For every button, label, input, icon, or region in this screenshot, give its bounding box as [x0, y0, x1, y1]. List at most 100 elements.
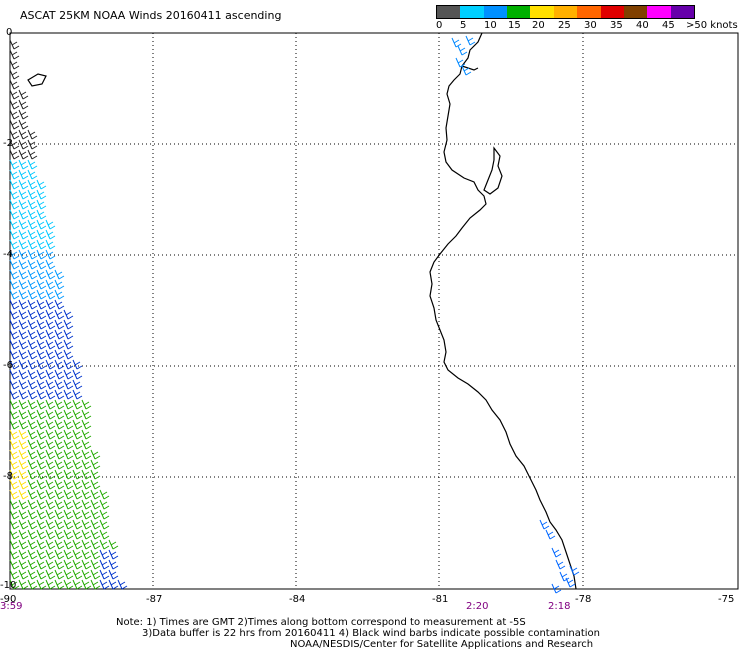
wind-barb — [18, 459, 29, 470]
wind-barb — [9, 239, 20, 250]
wind-barb — [18, 569, 29, 580]
legend-swatch — [577, 6, 601, 18]
wind-barb — [9, 439, 20, 450]
wind-barb — [36, 489, 47, 500]
wind-barb — [27, 529, 38, 540]
wind-barb — [18, 269, 29, 280]
wind-barb — [27, 239, 38, 250]
wind-barb — [72, 509, 83, 520]
wind-barb — [72, 579, 83, 590]
wind-barb — [18, 209, 29, 220]
wind-barb — [551, 547, 562, 558]
wind-barb — [36, 559, 47, 570]
wind-barb — [18, 389, 29, 400]
wind-barb — [54, 419, 65, 430]
wind-barb — [36, 319, 47, 330]
wind-barb — [81, 499, 92, 510]
wind-barb — [54, 469, 65, 480]
wind-barb — [45, 259, 56, 270]
wind-barb — [81, 469, 92, 480]
wind-barb — [9, 409, 20, 420]
wind-barb — [90, 559, 101, 570]
wind-barb — [45, 519, 56, 530]
wind-barb — [54, 529, 65, 540]
wind-barb — [27, 439, 38, 450]
wind-barb — [9, 49, 20, 60]
wind-barb — [9, 389, 20, 400]
wind-barb — [18, 179, 29, 190]
wind-barb — [72, 469, 83, 480]
wind-barb — [63, 509, 74, 520]
legend-label: 45 — [662, 20, 675, 31]
wind-barb — [45, 239, 56, 250]
wind-barb — [72, 419, 83, 430]
wind-barb — [72, 359, 83, 370]
legend-label: 20 — [532, 20, 545, 31]
note-line-3: NOAA/NESDIS/Center for Satellite Applica… — [290, 639, 594, 650]
wind-barb — [45, 299, 56, 310]
wind-barb — [63, 389, 74, 400]
wind-barb — [27, 139, 38, 150]
wind-barb — [18, 559, 29, 570]
wind-barb — [465, 35, 476, 46]
wind-barb — [27, 159, 38, 170]
wind-barb — [36, 189, 47, 200]
wind-barb — [36, 539, 47, 550]
wind-barb — [54, 319, 65, 330]
wind-barb — [539, 519, 550, 530]
wind-barb — [18, 189, 29, 200]
wind-barb — [63, 419, 74, 430]
wind-barb — [36, 299, 47, 310]
wind-barb — [81, 539, 92, 550]
wind-barb — [72, 519, 83, 530]
wind-barb — [18, 309, 29, 320]
wind-barb — [9, 509, 20, 520]
wind-speed-color-legend — [436, 5, 695, 19]
wind-barb — [36, 529, 47, 540]
time-label-left: 3:59 — [0, 601, 23, 612]
wind-barb — [99, 559, 110, 570]
wind-barb — [81, 529, 92, 540]
wind-barb — [54, 449, 65, 460]
wind-barb — [99, 499, 110, 510]
wind-barb — [555, 559, 566, 570]
wind-barb — [72, 569, 83, 580]
wind-barb — [54, 539, 65, 550]
wind-barb — [45, 489, 56, 500]
wind-barb — [18, 329, 29, 340]
wind-barb — [9, 519, 20, 530]
legend-swatch — [670, 6, 694, 18]
wind-barb — [9, 579, 20, 590]
wind-barb — [108, 549, 119, 560]
wind-barb — [9, 99, 20, 110]
wind-barb — [45, 249, 56, 260]
wind-barb — [9, 499, 20, 510]
wind-barb — [9, 149, 20, 160]
wind-barb — [36, 349, 47, 360]
wind-barb — [27, 189, 38, 200]
wind-barb — [9, 329, 20, 340]
wind-barb — [9, 119, 20, 130]
wind-barb — [36, 439, 47, 450]
wind-barb — [569, 565, 580, 576]
time-label-mid: 2:20 — [466, 601, 489, 612]
wind-barb — [54, 339, 65, 350]
wind-barb — [81, 519, 92, 530]
wind-barb — [72, 409, 83, 420]
wind-barb — [63, 559, 74, 570]
wind-barb — [18, 199, 29, 210]
wind-barb — [81, 399, 92, 410]
wind-barb — [27, 279, 38, 290]
wind-barb — [451, 37, 462, 48]
wind-barb — [9, 199, 20, 210]
wind-barb — [27, 499, 38, 510]
lon-label: -90 — [0, 594, 17, 605]
wind-barb — [63, 369, 74, 380]
wind-barb — [90, 579, 101, 590]
wind-barb — [81, 569, 92, 580]
wind-barb — [9, 489, 20, 500]
wind-barb — [27, 549, 38, 560]
wind-barb — [9, 469, 20, 480]
wind-barb — [45, 549, 56, 560]
wind-barb — [81, 509, 92, 520]
